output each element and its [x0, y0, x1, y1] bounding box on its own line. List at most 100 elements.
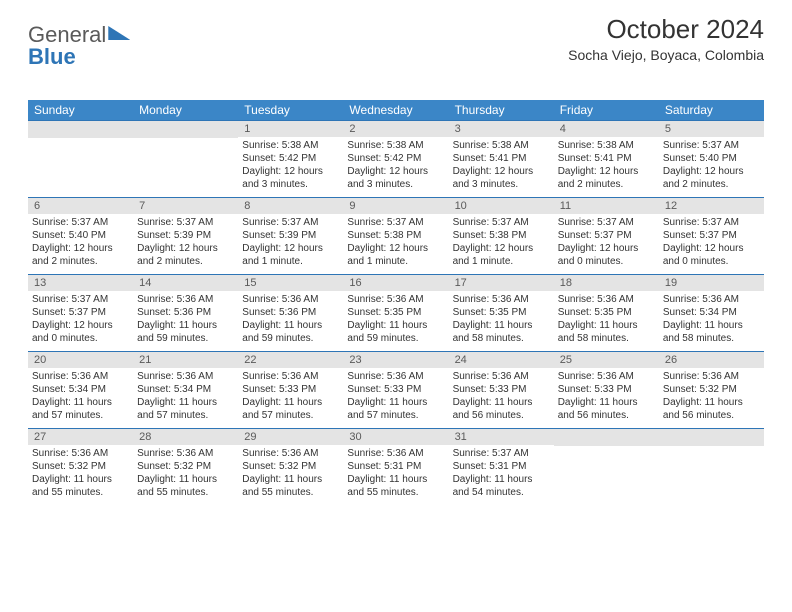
day-cell: 14 Sunrise: 5:36 AMSunset: 5:36 PMDayligh…: [133, 275, 238, 351]
sunrise-text: Sunrise: 5:37 AM: [663, 216, 760, 229]
day-cell: 3Sunrise: 5:38 AMSunset: 5:41 PMDaylight…: [449, 121, 554, 197]
day-number: 5: [659, 121, 764, 137]
day-details: Sunrise: 5:38 AMSunset: 5:42 PMDaylight:…: [343, 137, 448, 195]
day-details: Sunrise: 5:37 AMSunset: 5:38 PMDaylight:…: [343, 214, 448, 272]
sunset-text: Sunset: 5:35 PM: [347, 306, 444, 319]
sunset-text: Sunset: 5:35 PM: [453, 306, 550, 319]
sunrise-text: Sunrise: 5:37 AM: [32, 216, 129, 229]
sunset-text: Sunset: 5:42 PM: [347, 152, 444, 165]
sunset-text: Sunset: 5:33 PM: [558, 383, 655, 396]
day-number: 16: [343, 275, 448, 291]
sunset-text: Sunset: 5:37 PM: [663, 229, 760, 242]
daylight-text: Daylight: 11 hours and 58 minutes.: [663, 319, 760, 345]
day-cell: 28Sunrise: 5:36 AMSunset: 5:32 PMDayligh…: [133, 429, 238, 505]
day-number: 20: [28, 352, 133, 368]
day-number: 28: [133, 429, 238, 445]
day-number: 25: [554, 352, 659, 368]
day-details: Sunrise: 5:36 AMSunset: 5:34 PMDaylight:…: [659, 291, 764, 349]
empty-day-cell: [133, 121, 238, 197]
week-row: 1Sunrise: 5:38 AMSunset: 5:42 PMDaylight…: [28, 120, 764, 197]
sunset-text: Sunset: 5:39 PM: [242, 229, 339, 242]
daylight-text: Daylight: 12 hours and 1 minute.: [347, 242, 444, 268]
day-cell: 6Sunrise: 5:37 AMSunset: 5:40 PMDaylight…: [28, 198, 133, 274]
day-cell: 19Sunrise: 5:36 AMSunset: 5:34 PMDayligh…: [659, 275, 764, 351]
day-details: Sunrise: 5:36 AMSunset: 5:32 PMDaylight:…: [133, 445, 238, 503]
day-details: Sunrise: 5:36 AMSunset: 5:33 PMDaylight:…: [449, 368, 554, 426]
empty-day-cell: [28, 121, 133, 197]
sunrise-text: Sunrise: 5:36 AM: [32, 447, 129, 460]
logo-triangle-icon: [108, 26, 130, 40]
day-cell: 15Sunrise: 5:36 AMSunset: 5:36 PMDayligh…: [238, 275, 343, 351]
sunrise-text: Sunrise: 5:37 AM: [663, 139, 760, 152]
day-cell: 23Sunrise: 5:36 AMSunset: 5:33 PMDayligh…: [343, 352, 448, 428]
sunrise-text: Sunrise: 5:36 AM: [558, 370, 655, 383]
day-number: 4: [554, 121, 659, 137]
daylight-text: Daylight: 12 hours and 1 minute.: [242, 242, 339, 268]
daylight-text: Daylight: 11 hours and 59 minutes.: [137, 319, 234, 345]
sunrise-text: Sunrise: 5:36 AM: [347, 370, 444, 383]
day-number: 31: [449, 429, 554, 445]
day-details: Sunrise: 5:37 AMSunset: 5:37 PMDaylight:…: [659, 214, 764, 272]
empty-day-number: [28, 121, 133, 138]
month-title: October 2024: [568, 14, 764, 45]
sunset-text: Sunset: 5:34 PM: [663, 306, 760, 319]
day-cell: 26Sunrise: 5:36 AMSunset: 5:32 PMDayligh…: [659, 352, 764, 428]
day-details: Sunrise: 5:38 AMSunset: 5:41 PMDaylight:…: [554, 137, 659, 195]
sunrise-text: Sunrise: 5:37 AM: [137, 216, 234, 229]
week-row: 20Sunrise: 5:36 AMSunset: 5:34 PMDayligh…: [28, 351, 764, 428]
day-cell: 21Sunrise: 5:36 AMSunset: 5:34 PMDayligh…: [133, 352, 238, 428]
daylight-text: Daylight: 11 hours and 58 minutes.: [453, 319, 550, 345]
day-cell: 8Sunrise: 5:37 AMSunset: 5:39 PMDaylight…: [238, 198, 343, 274]
daylight-text: Daylight: 12 hours and 1 minute.: [453, 242, 550, 268]
location-subtitle: Socha Viejo, Boyaca, Colombia: [568, 47, 764, 63]
day-cell: 22Sunrise: 5:36 AMSunset: 5:33 PMDayligh…: [238, 352, 343, 428]
sunset-text: Sunset: 5:39 PM: [137, 229, 234, 242]
logo-text-blue: Blue: [28, 44, 76, 70]
sunrise-text: Sunrise: 5:36 AM: [242, 293, 339, 306]
daylight-text: Daylight: 12 hours and 3 minutes.: [242, 165, 339, 191]
empty-day-cell: [554, 429, 659, 505]
sunrise-text: Sunrise: 5:36 AM: [32, 370, 129, 383]
daylight-text: Daylight: 12 hours and 3 minutes.: [453, 165, 550, 191]
sunrise-text: Sunrise: 5:36 AM: [137, 293, 234, 306]
daylight-text: Daylight: 12 hours and 2 minutes.: [663, 165, 760, 191]
daylight-text: Daylight: 11 hours and 57 minutes.: [137, 396, 234, 422]
day-details: Sunrise: 5:37 AMSunset: 5:37 PMDaylight:…: [554, 214, 659, 272]
sunrise-text: Sunrise: 5:36 AM: [663, 370, 760, 383]
sunset-text: Sunset: 5:34 PM: [137, 383, 234, 396]
day-details: Sunrise: 5:36 AMSunset: 5:32 PMDaylight:…: [659, 368, 764, 426]
day-cell: 9Sunrise: 5:37 AMSunset: 5:38 PMDaylight…: [343, 198, 448, 274]
day-details: Sunrise: 5:37 AMSunset: 5:37 PMDaylight:…: [28, 291, 133, 349]
day-cell: 29Sunrise: 5:36 AMSunset: 5:32 PMDayligh…: [238, 429, 343, 505]
day-details: Sunrise: 5:36 AMSunset: 5:34 PMDaylight:…: [133, 368, 238, 426]
day-number: 3: [449, 121, 554, 137]
empty-day-number: [133, 121, 238, 138]
day-cell: 13Sunrise: 5:37 AMSunset: 5:37 PMDayligh…: [28, 275, 133, 351]
sunset-text: Sunset: 5:40 PM: [663, 152, 760, 165]
sunset-text: Sunset: 5:32 PM: [137, 460, 234, 473]
daylight-text: Daylight: 11 hours and 57 minutes.: [32, 396, 129, 422]
sunrise-text: Sunrise: 5:37 AM: [453, 447, 550, 460]
sunrise-text: Sunrise: 5:37 AM: [242, 216, 339, 229]
sunrise-text: Sunrise: 5:36 AM: [137, 447, 234, 460]
page-header: October 2024 Socha Viejo, Boyaca, Colomb…: [568, 14, 764, 63]
sunset-text: Sunset: 5:36 PM: [137, 306, 234, 319]
dow-monday: Monday: [133, 100, 238, 120]
daylight-text: Daylight: 11 hours and 58 minutes.: [558, 319, 655, 345]
sunrise-text: Sunrise: 5:36 AM: [347, 293, 444, 306]
daylight-text: Daylight: 11 hours and 55 minutes.: [32, 473, 129, 499]
dow-saturday: Saturday: [659, 100, 764, 120]
sunset-text: Sunset: 5:32 PM: [242, 460, 339, 473]
sunset-text: Sunset: 5:35 PM: [558, 306, 655, 319]
day-cell: 20Sunrise: 5:36 AMSunset: 5:34 PMDayligh…: [28, 352, 133, 428]
empty-day-number: [554, 429, 659, 446]
day-cell: 27Sunrise: 5:36 AMSunset: 5:32 PMDayligh…: [28, 429, 133, 505]
daylight-text: Daylight: 12 hours and 0 minutes.: [663, 242, 760, 268]
sunset-text: Sunset: 5:41 PM: [558, 152, 655, 165]
day-number: 13: [28, 275, 133, 291]
day-number: 21: [133, 352, 238, 368]
sunrise-text: Sunrise: 5:37 AM: [558, 216, 655, 229]
day-number: 9: [343, 198, 448, 214]
day-number: 12: [659, 198, 764, 214]
day-number: 14: [133, 275, 238, 291]
